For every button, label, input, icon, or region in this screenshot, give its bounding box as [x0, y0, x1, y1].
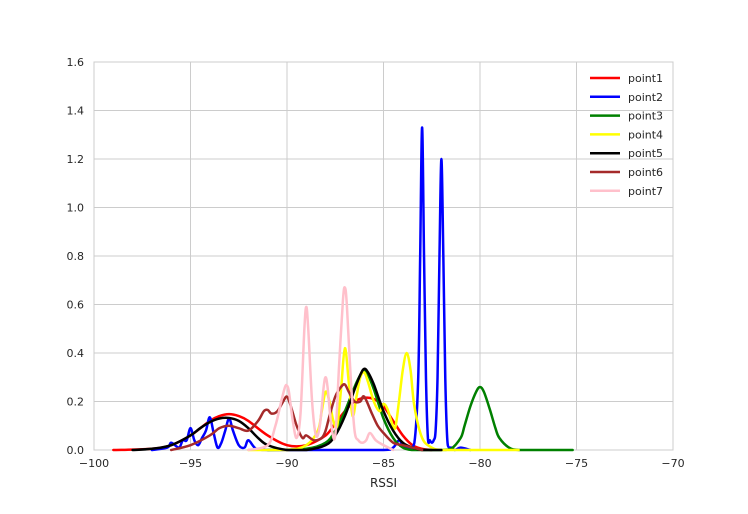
series-line-point7	[247, 286, 395, 452]
legend-label-point3: point3	[628, 110, 663, 123]
y-tick-label: 1.6	[67, 56, 85, 69]
legend-label-point7: point7	[628, 185, 663, 198]
legend-label-point1: point1	[628, 72, 663, 85]
y-tick-label: 1.4	[67, 105, 85, 118]
y-tick-label: 0.0	[67, 444, 85, 457]
series-lines	[112, 126, 574, 452]
x-tick-label: −85	[372, 457, 395, 470]
y-tick-label: 0.6	[67, 299, 85, 312]
y-tick-label: 0.4	[67, 347, 85, 360]
y-tick-label: 1.0	[67, 202, 85, 215]
series-line-point5	[131, 367, 443, 452]
legend-label-point6: point6	[628, 166, 663, 179]
y-tick-label: 0.8	[67, 250, 85, 263]
x-tick-label: −80	[468, 457, 491, 470]
y-tick-labels: 0.0 0.2 0.4 0.6 0.8 1.0 1.2 1.4 1.6	[67, 56, 85, 457]
legend: point1 point2 point3 point4 point5 point6 poin…	[590, 72, 663, 198]
legend-label-point2: point2	[628, 91, 663, 104]
legend-label-point5: point5	[628, 147, 663, 160]
grid-lines	[93, 61, 674, 451]
y-tick-label: 1.2	[67, 153, 85, 166]
x-axis-label: RSSI	[370, 476, 397, 490]
x-tick-label: −90	[275, 457, 298, 470]
legend-label-point4: point4	[628, 128, 663, 141]
x-tick-label: −100	[79, 457, 109, 470]
x-tick-labels: −100 −95 −90 −85 −80 −75 −70	[79, 457, 685, 470]
x-tick-label: −75	[565, 457, 588, 470]
series-line-point6	[169, 383, 424, 452]
x-tick-label: −95	[179, 457, 202, 470]
x-tick-label: −70	[661, 457, 684, 470]
y-tick-label: 0.2	[67, 396, 85, 409]
